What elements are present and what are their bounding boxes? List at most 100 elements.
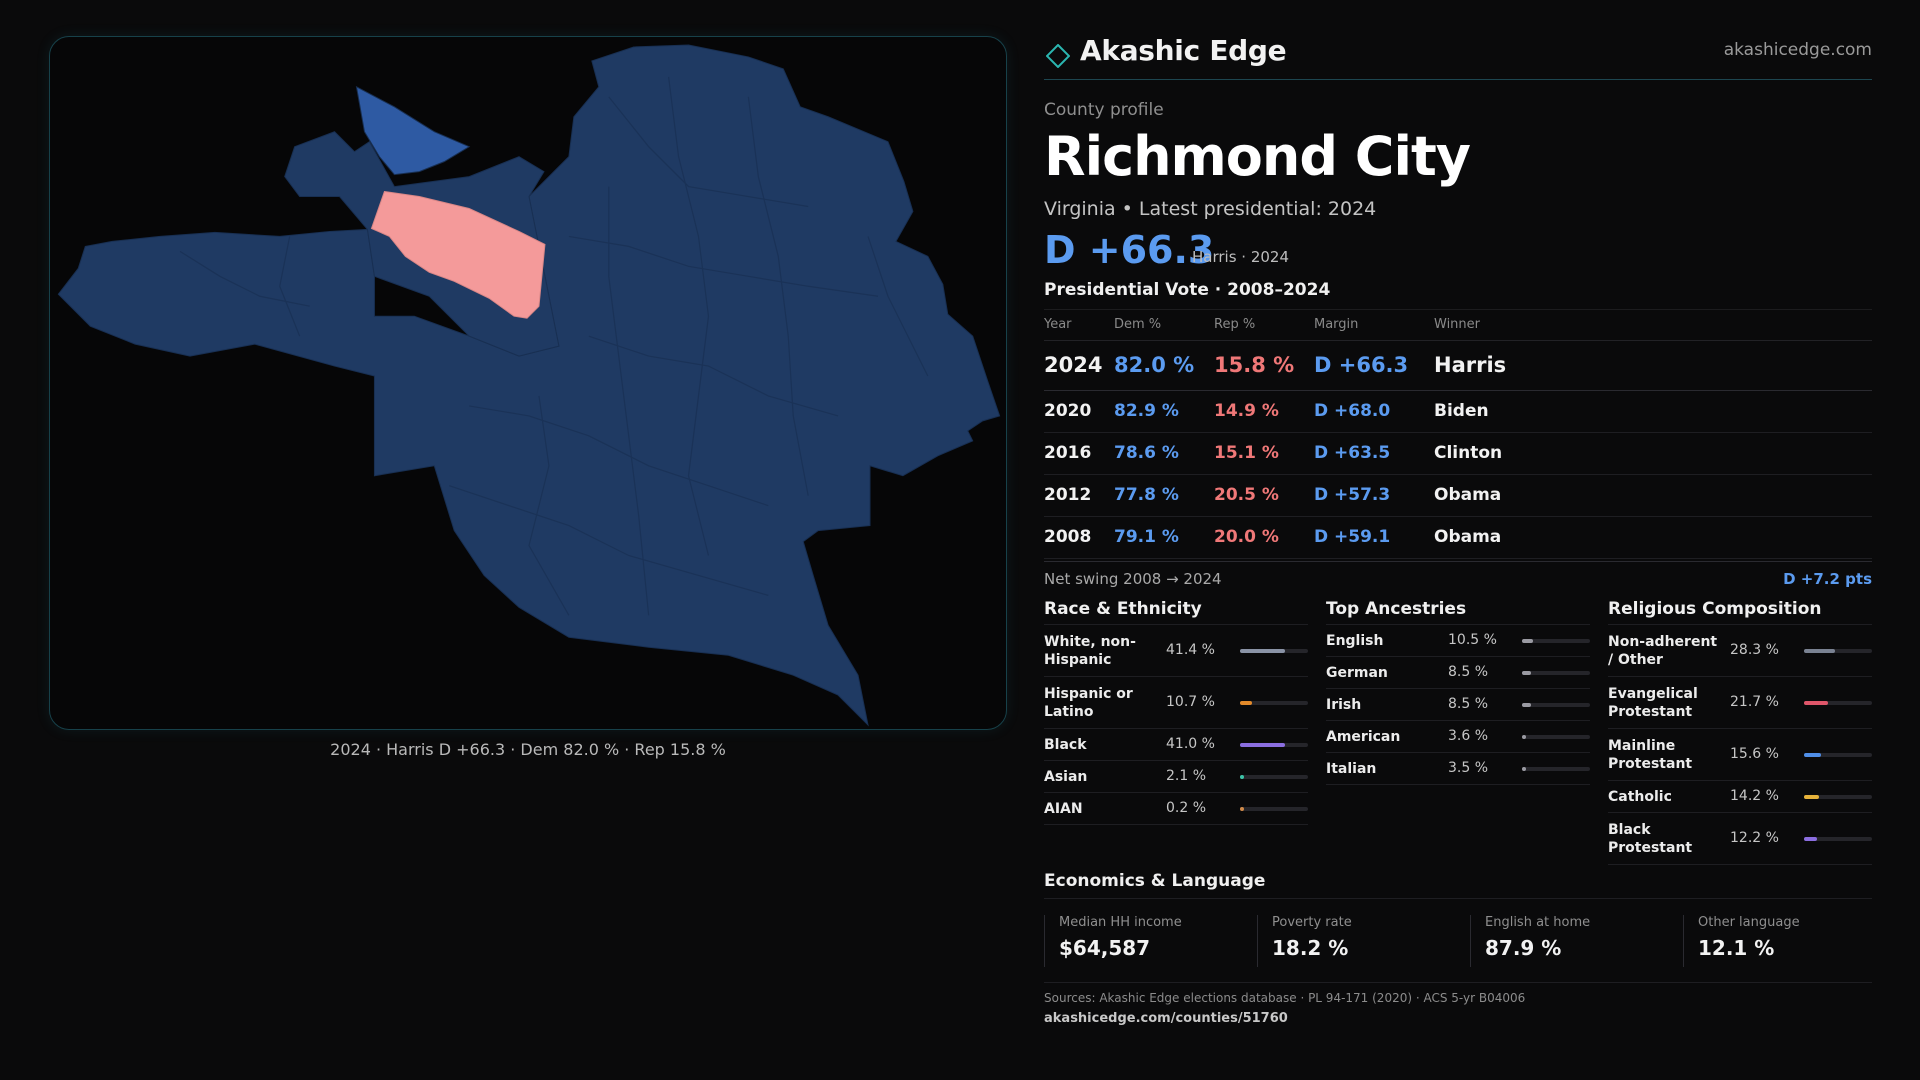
ancestry-row: German 8.5 % bbox=[1326, 657, 1590, 689]
vote-table-header: Year Dem % Rep % Margin Winner bbox=[1044, 310, 1872, 341]
col-dem: Dem % bbox=[1114, 310, 1214, 341]
vote-margin: D +57.3 bbox=[1314, 474, 1434, 517]
vote-row-2008[interactable]: 2008 79.1 % 20.0 % D +59.1 Obama bbox=[1044, 516, 1872, 559]
religion-row: Mainline Protestant 15.6 % bbox=[1608, 729, 1872, 781]
religion-row: Black Protestant 12.2 % bbox=[1608, 813, 1872, 865]
econ-median-income: Median HH income $64,587 bbox=[1044, 914, 1244, 967]
demographic-bar bbox=[1522, 638, 1590, 643]
county-shape[interactable] bbox=[57, 44, 1001, 727]
sources-note: Sources: Akashic Edge elections database… bbox=[1044, 990, 1526, 1005]
religion-row: Evangelical Protestant 21.7 % bbox=[1608, 677, 1872, 729]
precinct-boundaries bbox=[179, 76, 929, 616]
demographic-value: 15.6 % bbox=[1730, 745, 1779, 762]
map-caption: 2024 · Harris D +66.3 · Dem 82.0 % · Rep… bbox=[330, 740, 726, 759]
econ-label: Other language bbox=[1698, 914, 1800, 930]
demographic-value: 28.3 % bbox=[1730, 641, 1779, 658]
econ-poverty-rate: Poverty rate 18.2 % bbox=[1257, 914, 1457, 967]
economics-title: Economics & Language bbox=[1044, 871, 1872, 899]
vote-section-title: Presidential Vote · 2008–2024 bbox=[1044, 280, 1872, 310]
demographic-bar-fill bbox=[1522, 670, 1532, 675]
vote-dem: 82.0 % bbox=[1114, 340, 1214, 391]
county-map[interactable] bbox=[49, 36, 1007, 730]
demographic-label: Non-adherent / Other bbox=[1608, 633, 1718, 668]
econ-label: Poverty rate bbox=[1272, 914, 1352, 930]
demographic-label: Mainline Protestant bbox=[1608, 737, 1693, 772]
demographic-bar bbox=[1804, 836, 1872, 841]
precinct-map-svg[interactable] bbox=[50, 37, 1006, 729]
demographic-label: Italian bbox=[1326, 760, 1377, 777]
demographic-bar bbox=[1240, 806, 1308, 811]
econ-other-language: Other language 12.1 % bbox=[1683, 914, 1883, 967]
race-row: Black 41.0 % bbox=[1044, 729, 1308, 761]
vote-winner: Harris bbox=[1434, 340, 1872, 391]
ancestry-row: Italian 3.5 % bbox=[1326, 753, 1590, 785]
vote-rep: 20.0 % bbox=[1214, 516, 1314, 559]
vote-winner: Clinton bbox=[1434, 432, 1872, 475]
vote-winner: Biden bbox=[1434, 390, 1872, 433]
demographic-value: 8.5 % bbox=[1448, 663, 1489, 680]
vote-year: 2016 bbox=[1044, 432, 1114, 475]
econ-value: 12.1 % bbox=[1698, 935, 1775, 960]
col-margin: Margin bbox=[1314, 310, 1434, 341]
demographic-bar-fill bbox=[1804, 752, 1821, 757]
religion-section: Religious Composition Non-adherent / Oth… bbox=[1608, 595, 1872, 865]
col-winner: Winner bbox=[1434, 310, 1872, 341]
vote-dem: 78.6 % bbox=[1114, 432, 1214, 475]
demographic-label: AIAN bbox=[1044, 800, 1083, 817]
strong-dem-precinct[interactable] bbox=[355, 85, 471, 176]
demographic-bar bbox=[1240, 648, 1308, 653]
demographic-bar bbox=[1522, 702, 1590, 707]
county-url-link[interactable]: akashicedge.com/counties/51760 bbox=[1044, 1010, 1288, 1026]
col-year: Year bbox=[1044, 310, 1114, 341]
demographic-bar-fill bbox=[1240, 742, 1285, 747]
demographic-value: 10.5 % bbox=[1448, 631, 1497, 648]
county-name: Richmond City bbox=[1044, 125, 1471, 188]
vote-winner: Obama bbox=[1434, 474, 1872, 517]
religion-row: Non-adherent / Other 28.3 % bbox=[1608, 625, 1872, 677]
demographic-label: Asian bbox=[1044, 768, 1088, 785]
vote-margin: D +59.1 bbox=[1314, 516, 1434, 559]
demographic-value: 41.0 % bbox=[1166, 735, 1215, 752]
profile-kicker: County profile bbox=[1044, 100, 1164, 120]
race-row: Hispanic or Latino 10.7 % bbox=[1044, 677, 1308, 729]
demographic-bar-fill bbox=[1522, 702, 1532, 707]
demographic-value: 2.1 % bbox=[1166, 767, 1207, 784]
vote-winner: Obama bbox=[1434, 516, 1872, 559]
demographic-bar bbox=[1804, 752, 1872, 757]
demographic-label: Irish bbox=[1326, 696, 1362, 713]
vote-row-2012[interactable]: 2012 77.8 % 20.5 % D +57.3 Obama bbox=[1044, 474, 1872, 517]
demographic-bar-fill bbox=[1240, 774, 1244, 779]
site-link[interactable]: akashicedge.com bbox=[1723, 40, 1872, 60]
demographic-bar bbox=[1804, 700, 1872, 705]
demographic-value: 3.5 % bbox=[1448, 759, 1489, 776]
diamond-logo-icon bbox=[1046, 44, 1070, 68]
demographic-value: 14.2 % bbox=[1730, 787, 1779, 804]
headline-margin: D +66.3 bbox=[1044, 228, 1215, 272]
demographic-bar bbox=[1804, 794, 1872, 799]
econ-value: $64,587 bbox=[1059, 935, 1151, 960]
econ-label: Median HH income bbox=[1059, 914, 1182, 930]
vote-table: Year Dem % Rep % Margin Winner 2024 82.0… bbox=[1044, 310, 1872, 559]
county-subtitle: Virginia • Latest presidential: 2024 bbox=[1044, 198, 1377, 220]
economics-grid: Median HH income $64,587 Poverty rate 18… bbox=[1044, 899, 1872, 983]
vote-rep: 15.8 % bbox=[1214, 340, 1314, 391]
ancestries-section: Top Ancestries English 10.5 % German 8.5 % I… bbox=[1326, 595, 1590, 785]
demographic-bar-fill bbox=[1804, 700, 1828, 705]
demographic-bar-fill bbox=[1240, 700, 1252, 705]
vote-row-2024[interactable]: 2024 82.0 % 15.8 % D +66.3 Harris bbox=[1044, 340, 1872, 391]
vote-row-2016[interactable]: 2016 78.6 % 15.1 % D +63.5 Clinton bbox=[1044, 432, 1872, 475]
demographic-bar-fill bbox=[1522, 734, 1526, 739]
race-ethnicity-section: Race & Ethnicity White, non-Hispanic 41.4… bbox=[1044, 595, 1308, 825]
net-swing-value: D +7.2 pts bbox=[1783, 569, 1872, 588]
vote-margin: D +66.3 bbox=[1314, 340, 1434, 391]
demographic-bar-fill bbox=[1804, 794, 1820, 799]
vote-row-2020[interactable]: 2020 82.9 % 14.9 % D +68.0 Biden bbox=[1044, 390, 1872, 433]
race-title: Race & Ethnicity bbox=[1044, 595, 1308, 625]
vote-year: 2020 bbox=[1044, 390, 1114, 433]
vote-margin: D +63.5 bbox=[1314, 432, 1434, 475]
demographic-value: 3.6 % bbox=[1448, 727, 1489, 744]
vote-year: 2008 bbox=[1044, 516, 1114, 559]
vote-rep: 14.9 % bbox=[1214, 390, 1314, 433]
rep-precinct[interactable] bbox=[370, 191, 546, 319]
brand-name[interactable]: Akashic Edge bbox=[1080, 34, 1287, 67]
